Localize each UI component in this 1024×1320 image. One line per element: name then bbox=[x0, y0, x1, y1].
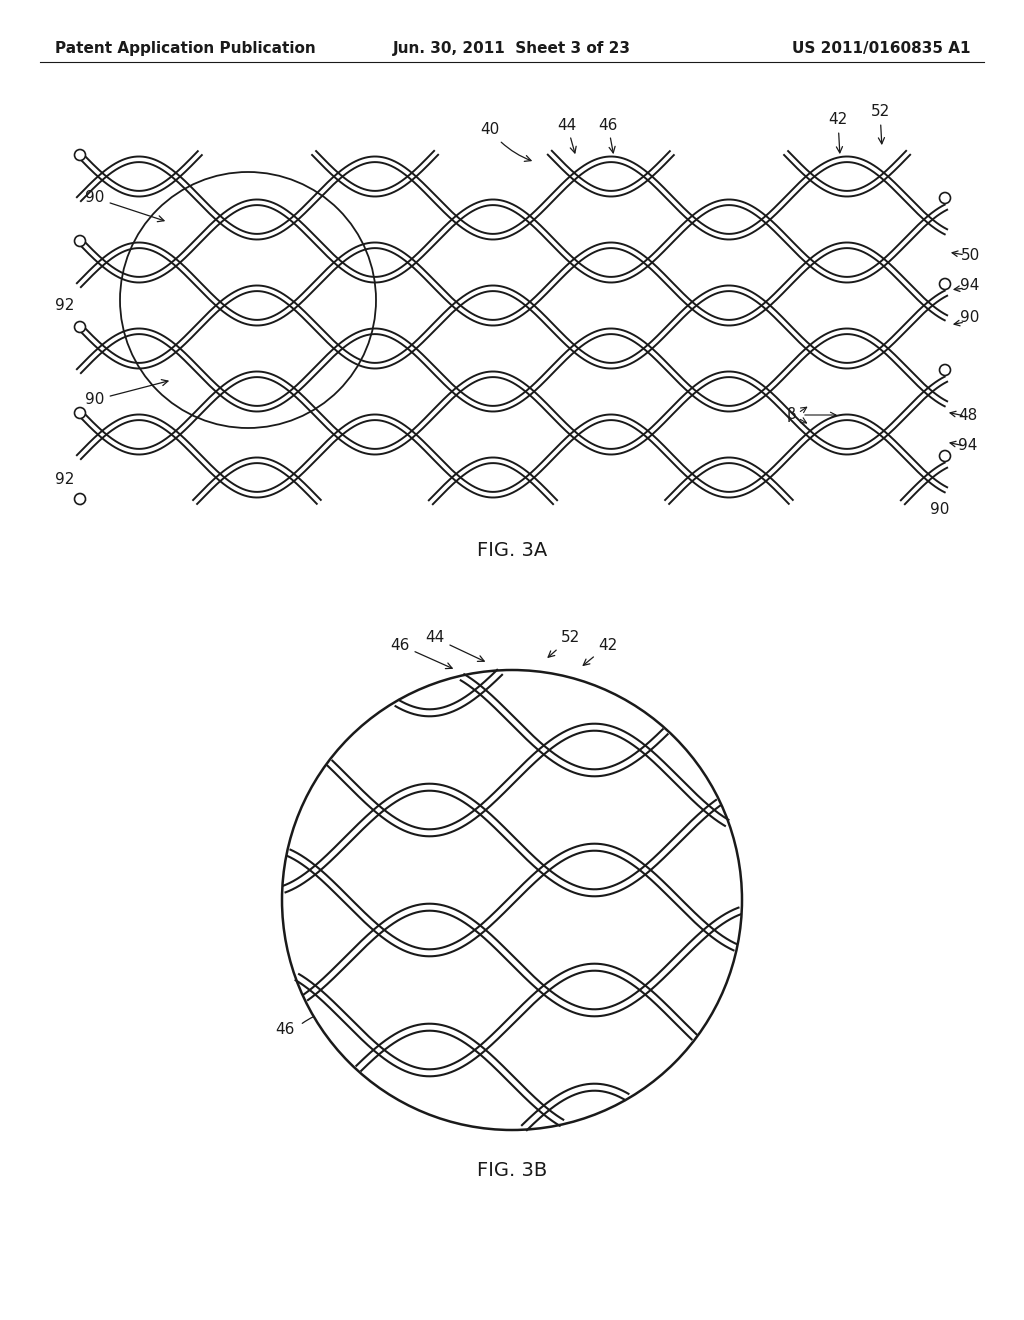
Text: β: β bbox=[787, 408, 797, 422]
Text: 42: 42 bbox=[584, 638, 617, 665]
Text: 94: 94 bbox=[958, 437, 978, 453]
Text: Jun. 30, 2011  Sheet 3 of 23: Jun. 30, 2011 Sheet 3 of 23 bbox=[393, 41, 631, 55]
Text: 90: 90 bbox=[85, 380, 168, 408]
Circle shape bbox=[75, 235, 85, 247]
Circle shape bbox=[75, 322, 85, 333]
Text: US 2011/0160835 A1: US 2011/0160835 A1 bbox=[792, 41, 970, 55]
Text: FIG. 3B: FIG. 3B bbox=[477, 1160, 547, 1180]
Text: 42: 42 bbox=[828, 112, 848, 153]
Text: 90: 90 bbox=[85, 190, 164, 222]
Circle shape bbox=[75, 494, 85, 504]
Text: 44: 44 bbox=[425, 631, 484, 661]
Text: 50: 50 bbox=[581, 725, 600, 739]
Text: 90: 90 bbox=[961, 310, 980, 326]
Text: 90: 90 bbox=[931, 503, 949, 517]
Text: 46: 46 bbox=[598, 117, 617, 153]
Text: 94: 94 bbox=[961, 277, 980, 293]
Circle shape bbox=[75, 408, 85, 418]
Text: 40: 40 bbox=[480, 123, 531, 161]
Text: β: β bbox=[422, 710, 432, 726]
Text: 50: 50 bbox=[961, 248, 980, 263]
Circle shape bbox=[282, 671, 742, 1130]
Circle shape bbox=[939, 450, 950, 462]
Text: 92: 92 bbox=[55, 297, 75, 313]
Text: 44: 44 bbox=[557, 117, 577, 153]
Text: 46: 46 bbox=[390, 638, 453, 669]
Text: 92: 92 bbox=[55, 473, 75, 487]
Text: Patent Application Publication: Patent Application Publication bbox=[55, 41, 315, 55]
Circle shape bbox=[939, 279, 950, 289]
Text: 52: 52 bbox=[870, 104, 890, 144]
Circle shape bbox=[75, 149, 85, 161]
Circle shape bbox=[939, 193, 950, 203]
Text: FIG. 3A: FIG. 3A bbox=[477, 540, 547, 560]
Text: 52: 52 bbox=[548, 631, 580, 657]
Circle shape bbox=[939, 364, 950, 375]
Text: 46: 46 bbox=[275, 1023, 295, 1038]
Text: 48: 48 bbox=[958, 408, 978, 422]
